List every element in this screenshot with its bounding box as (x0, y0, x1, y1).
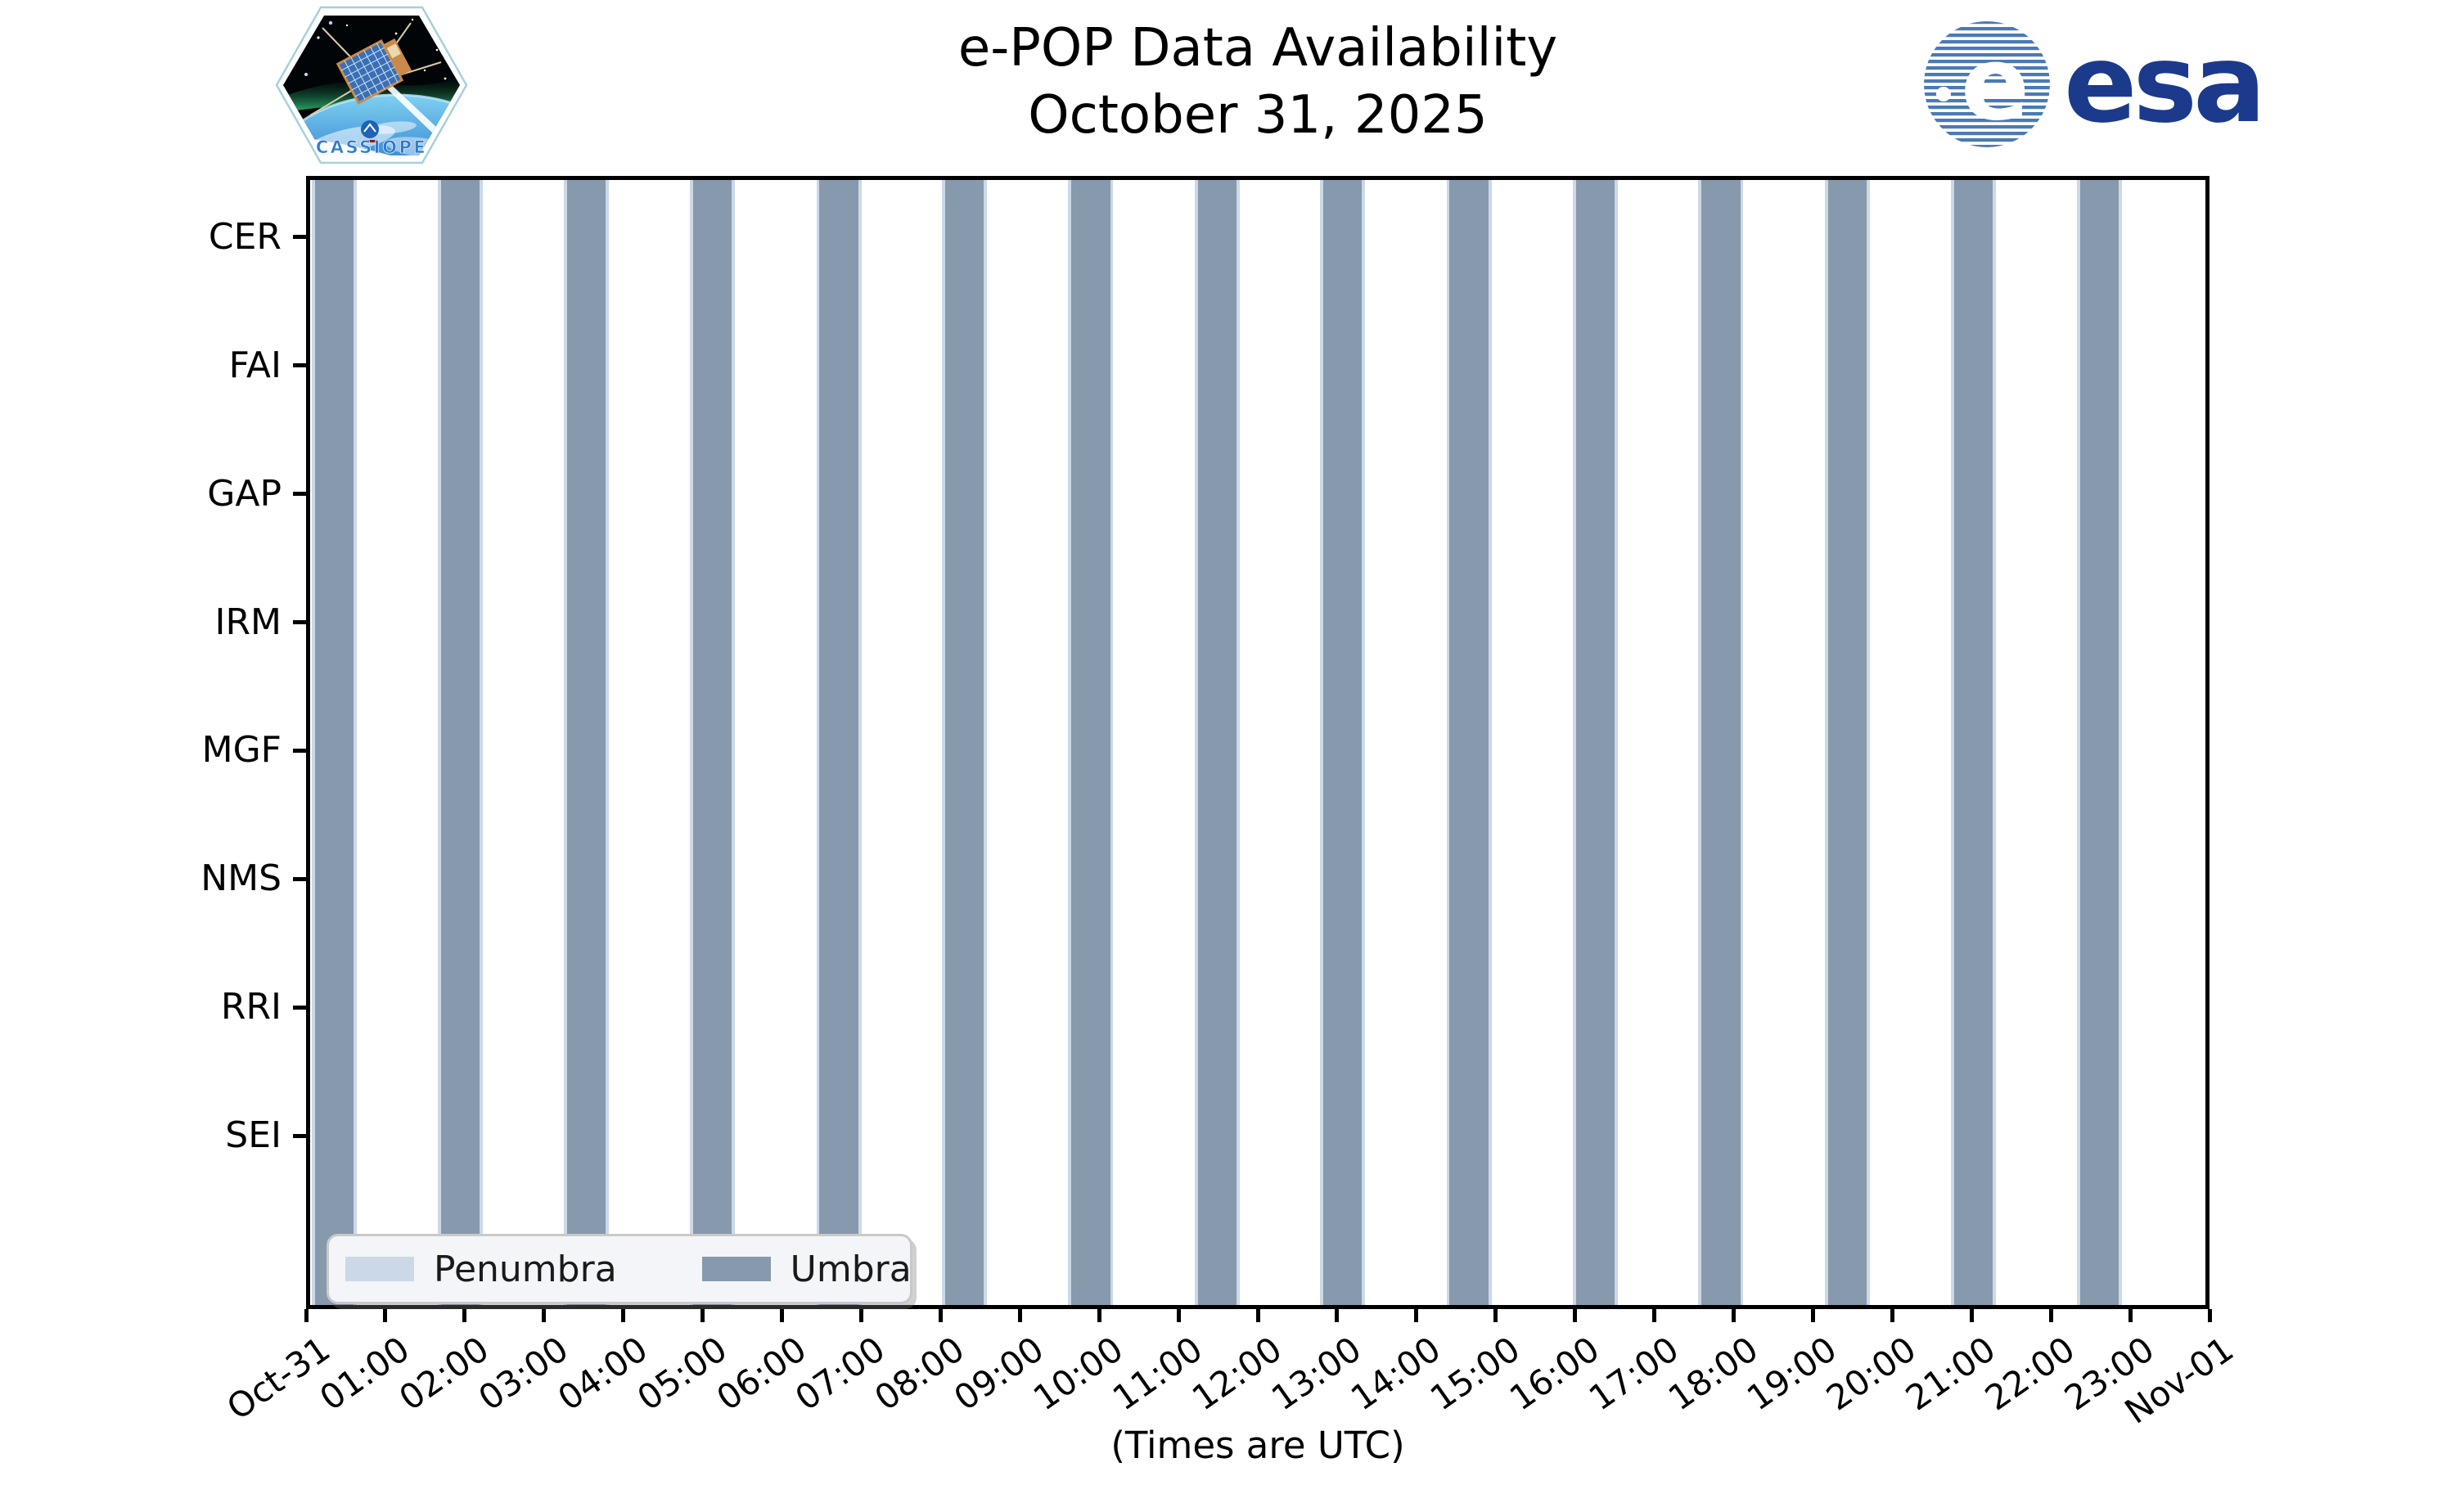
umbra-bar (1323, 180, 1363, 1305)
instrument-label: NMS (200, 857, 282, 900)
x-tick (304, 1309, 309, 1322)
cassiope-patch-label: CASSIOPE (316, 137, 427, 157)
y-tick (293, 363, 306, 368)
y-tick (293, 492, 306, 497)
umbra-bar (1197, 180, 1237, 1305)
x-tick (1810, 1309, 1815, 1322)
y-tick (293, 1005, 306, 1010)
umbra-bar (566, 180, 606, 1305)
x-tick (2207, 1309, 2212, 1322)
legend-swatch-penumbra (345, 1257, 414, 1281)
x-tick (542, 1309, 547, 1322)
x-tick (2128, 1309, 2133, 1322)
svg-text:e: e (1961, 25, 2029, 143)
eclipse-bars-layer (310, 180, 2205, 1305)
x-tick (700, 1309, 705, 1322)
epop-availability-page: { "header": { "title_line1": "e-POP Data… (200, 5, 2267, 1467)
chart-title-block: e-POP Data Availability October 31, 2025 (306, 15, 2210, 149)
esa-logo-text: esa (2064, 21, 2266, 147)
umbra-bar (1071, 180, 1110, 1305)
x-tick (1890, 1309, 1894, 1322)
x-tick (1176, 1309, 1181, 1322)
umbra-bar (944, 180, 984, 1305)
x-tick (462, 1309, 467, 1322)
plot-area: Penumbra Umbra (306, 176, 2210, 1309)
instrument-label: FAI (228, 344, 282, 386)
x-tick (1652, 1309, 1657, 1322)
x-tick (938, 1309, 943, 1322)
y-tick (293, 1133, 306, 1138)
x-axis-caption: (Times are UTC) (1110, 1424, 1405, 1467)
x-tick (1255, 1309, 1260, 1322)
x-tick (858, 1309, 863, 1322)
umbra-bar (1449, 180, 1489, 1305)
umbra-bar (441, 180, 480, 1305)
chart-subtitle: October 31, 2025 (1028, 85, 1488, 146)
x-tick (2048, 1309, 2053, 1322)
x-tick (1097, 1309, 1101, 1322)
x-tick (383, 1309, 388, 1322)
cassiope-mission-patch: CASSIOPE (273, 5, 470, 165)
legend-swatch-umbra (701, 1257, 771, 1281)
esa-globe-icon: e (1924, 21, 2050, 147)
esa-logo: e esa (1921, 16, 2266, 152)
x-tick (1414, 1309, 1419, 1322)
instrument-label: GAP (207, 472, 282, 515)
instrument-label: IRM (214, 601, 282, 643)
chart-title: e-POP Data Availability (957, 18, 1558, 79)
x-tick (1493, 1309, 1498, 1322)
umbra-bar (1954, 180, 1993, 1305)
umbra-bar (819, 180, 858, 1305)
y-tick (293, 620, 306, 625)
instrument-label: MGF (201, 729, 282, 772)
x-tick (1017, 1309, 1022, 1322)
umbra-bar (1827, 180, 1867, 1305)
y-tick (293, 748, 306, 753)
x-tick (1732, 1309, 1736, 1322)
x-tick (1573, 1309, 1578, 1322)
umbra-bar (2079, 180, 2119, 1305)
umbra-bar (693, 180, 732, 1305)
y-tick (293, 235, 306, 240)
instrument-label: CER (208, 215, 282, 258)
legend-label-penumbra: Penumbra (434, 1248, 617, 1290)
umbra-bar (314, 180, 354, 1305)
x-tick (780, 1309, 784, 1322)
instrument-label: RRI (220, 986, 282, 1028)
x-tick (1335, 1309, 1340, 1322)
umbra-bar (1575, 180, 1615, 1305)
cassiope-patch-graphic: CASSIOPE (275, 6, 468, 164)
x-tick (1969, 1309, 1974, 1322)
x-tick (621, 1309, 626, 1322)
legend-label-umbra: Umbra (790, 1248, 912, 1290)
y-tick (293, 876, 306, 881)
legend: Penumbra Umbra (327, 1234, 912, 1304)
instrument-label: SEI (225, 1114, 282, 1157)
umbra-bar (1701, 180, 1741, 1305)
